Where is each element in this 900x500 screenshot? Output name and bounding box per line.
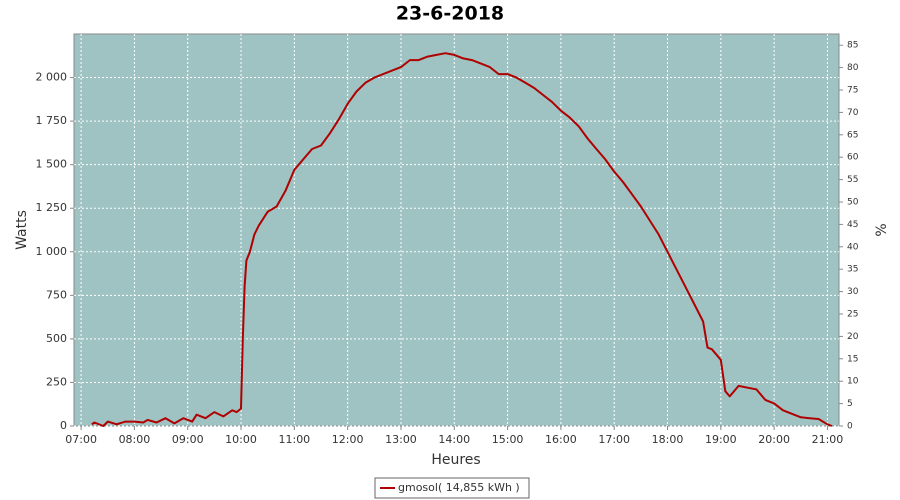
legend-label: gmosol( 14,855 kWh ): [398, 481, 520, 494]
y2-tick-label: 25: [847, 310, 858, 320]
x-tick-label: 19:00: [705, 433, 737, 446]
y-tick-label: 750: [46, 288, 67, 301]
y-tick-label: 0: [60, 419, 67, 432]
y-tick-label: 1 500: [36, 158, 68, 171]
y-tick-label: 2 000: [36, 71, 68, 84]
y2-tick-label: 45: [847, 220, 858, 230]
y2-tick-label: 10: [847, 377, 859, 387]
y2-tick-label: 70: [847, 108, 859, 118]
legend-box: [374, 477, 530, 499]
x-tick-label: 16:00: [545, 433, 577, 446]
y-tick-label: 250: [46, 375, 67, 388]
y-tick-label: 1 250: [36, 201, 68, 214]
y-tick-label: 1 000: [36, 245, 68, 258]
y2-tick-label: 75: [847, 86, 858, 96]
x-tick-label: 07:00: [65, 433, 97, 446]
y2-tick-label: 85: [847, 41, 858, 51]
y2-tick-label: 0: [847, 422, 853, 432]
y2-tick-label: 80: [847, 63, 859, 73]
y2-tick-label: 65: [847, 130, 858, 140]
plot-area: [73, 33, 840, 427]
y2-tick-label: 50: [847, 198, 859, 208]
y-axis-label: Watts: [14, 210, 30, 250]
y-tick-label: 500: [46, 332, 67, 345]
x-tick-label: 13:00: [385, 433, 417, 446]
y2-tick-label: 40: [847, 242, 859, 252]
x-tick-label: 12:00: [332, 433, 364, 446]
x-tick-label: 10:00: [225, 433, 257, 446]
y2-tick-label: 5: [847, 399, 853, 409]
x-tick-label: 08:00: [119, 433, 151, 446]
y2-tick-label: 60: [847, 153, 859, 163]
series-line: [91, 52, 833, 427]
legend: gmosol( 14,855 kWh ): [374, 477, 530, 499]
y2-tick-label: 30: [847, 287, 859, 297]
x-tick-label: 15:00: [492, 433, 524, 446]
y2-tick-label: 20: [847, 332, 859, 342]
x-tick-label: 18:00: [652, 433, 684, 446]
x-tick-label: 20:00: [758, 433, 790, 446]
y2-axis-label: %: [874, 223, 890, 236]
x-tick-label: 14:00: [438, 433, 470, 446]
x-axis-label: Heures: [431, 452, 480, 468]
y-tick-label: 1 750: [36, 114, 68, 127]
y2-tick-label: 35: [847, 265, 858, 275]
y2-tick-label: 55: [847, 175, 858, 185]
chart-title: 23-6-2018: [396, 3, 504, 25]
x-tick-label: 11:00: [278, 433, 310, 446]
x-tick-label: 17:00: [598, 433, 630, 446]
x-tick-label: 21:00: [812, 433, 844, 446]
y2-tick-label: 15: [847, 354, 858, 364]
x-tick-label: 09:00: [172, 433, 204, 446]
